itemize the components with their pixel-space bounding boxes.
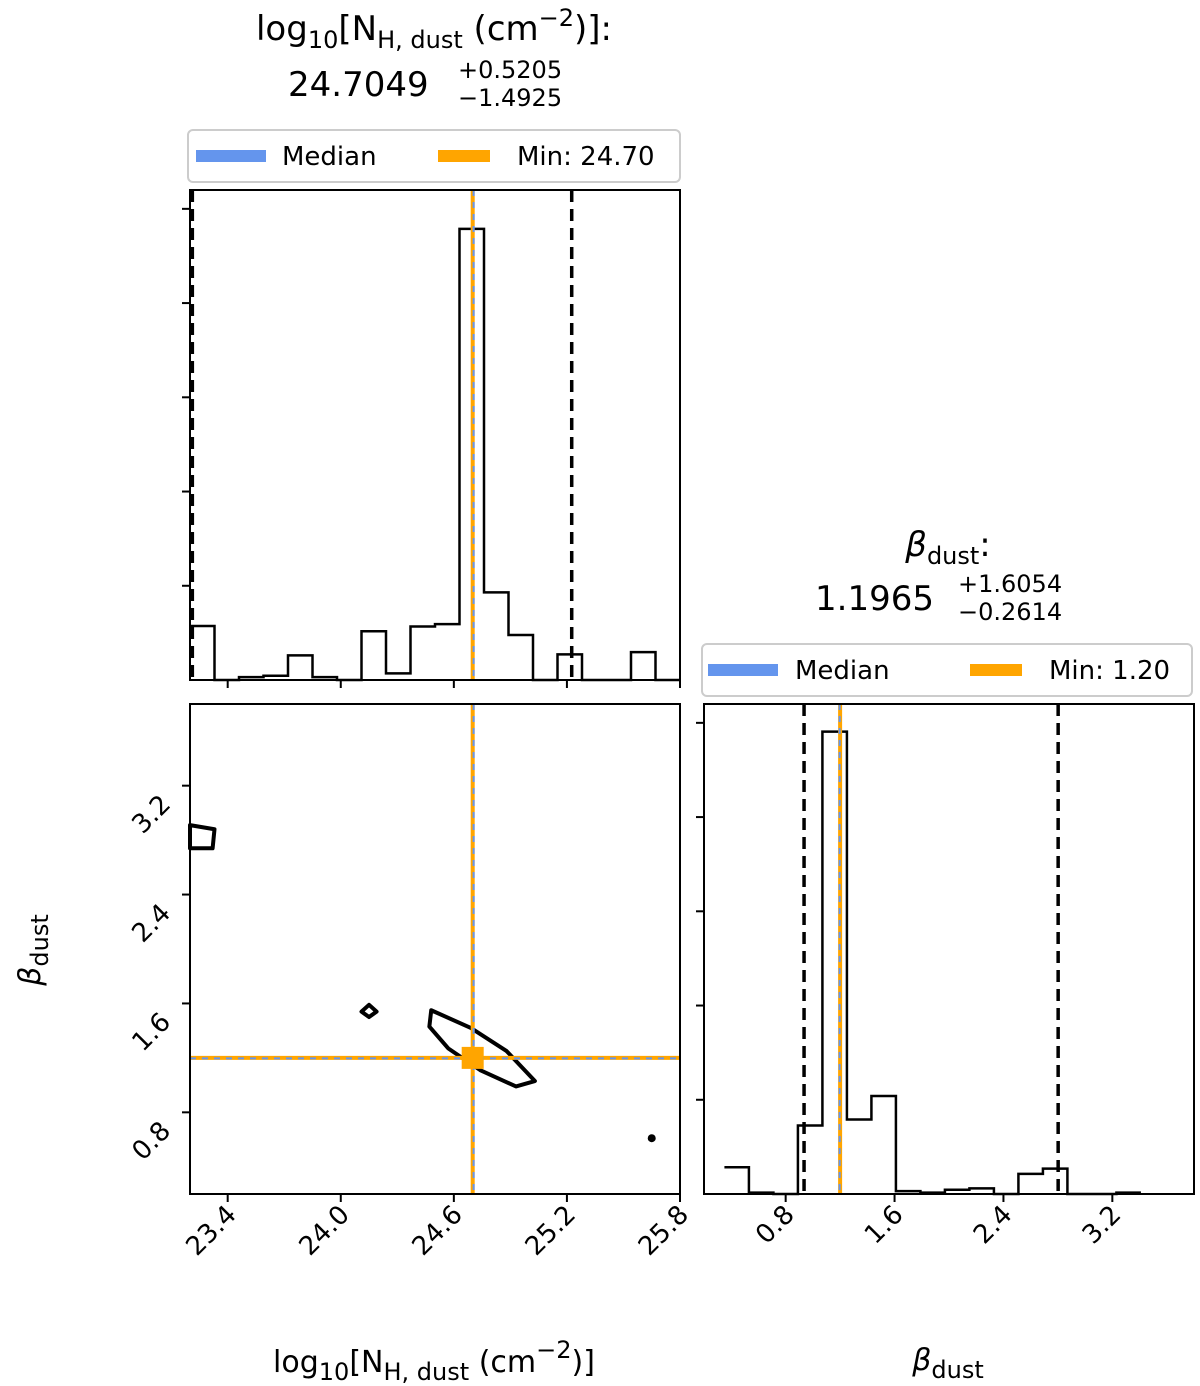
beta-left-axis-sub: dust — [26, 914, 54, 966]
joint-y-tick-label-2: 2.4 — [126, 898, 176, 948]
nh-legend-frame — [187, 129, 681, 183]
beta-title-value: 1.1965 — [815, 579, 934, 619]
nh-title-unit: (cm — [463, 9, 539, 49]
joint-x-tick-label-0: 23.4 — [180, 1200, 242, 1262]
nh-title: log10[NH, dust (cm−2)]: 24.7049 +0.5205 … — [256, 4, 612, 112]
nh-axis-label: log10[NH, dust (cm−2)] — [273, 1336, 595, 1386]
nh-axis-label-unit: (cm — [469, 1345, 536, 1380]
joint-x-tick-label-3: 25.2 — [520, 1200, 582, 1262]
nh-hist-bar-13 — [509, 635, 534, 680]
beta-x-tick-label-3: 3.2 — [1077, 1200, 1127, 1250]
nh-axis-label-sup: −2 — [536, 1336, 571, 1364]
svg-text:βdust: βdust — [911, 1343, 984, 1384]
nh-title-sup: −2 — [539, 4, 574, 32]
nh-hist-bar-7 — [362, 631, 387, 680]
contour-dot — [647, 1134, 656, 1143]
beta-hist-bar-13 — [1043, 1169, 1068, 1194]
beta-bottom-axis-sub: dust — [931, 1356, 983, 1384]
nh-title-sub10: 10 — [308, 26, 339, 54]
nh-axis-label-end: )] — [572, 1345, 595, 1380]
nh-legend-min-label: Min: 24.70 — [517, 142, 655, 172]
beta-hist-bar-12 — [1018, 1174, 1043, 1194]
beta-left-axis-label: βdust — [13, 914, 54, 987]
nh-title-bracket: [N — [338, 9, 377, 49]
nh-axis-label-log: log — [273, 1345, 319, 1380]
nh-legend-median-label: Median — [282, 142, 377, 172]
main-contour — [427, 1008, 537, 1089]
beta-hist-frame — [703, 703, 1195, 1195]
nh-title-minus: −1.4925 — [458, 84, 562, 112]
nh-title-end: )]: — [574, 9, 612, 49]
joint-y-tick-label-3: 3.2 — [126, 789, 176, 839]
nh-axis-label-sub10: 10 — [319, 1358, 350, 1386]
joint-frame — [189, 703, 681, 1195]
joint-bestfit-marker — [461, 1046, 484, 1069]
nh-title-value: 24.7049 — [288, 65, 429, 105]
nh-hist-steps — [190, 227, 680, 682]
beta-hist-steps — [724, 730, 1141, 1196]
beta-hist-bar-0 — [724, 1167, 749, 1194]
beta-title-symbol: β — [904, 525, 927, 565]
nh-histogram-panel — [182, 189, 681, 688]
beta-legend-median-label: Median — [795, 656, 890, 686]
beta-hist-bar-6 — [871, 1096, 896, 1194]
beta-title-plus: +1.6054 — [958, 570, 1062, 598]
beta-bottom-axis-symbol: β — [911, 1343, 931, 1378]
nh-hist-bar-10 — [435, 624, 460, 680]
nh-axis-label-bracket: [N — [349, 1345, 383, 1380]
nh-axis-label-sub: H, dust — [383, 1358, 469, 1386]
nh-title-log: log — [256, 9, 308, 49]
joint-contour-panel: 23.4 24.0 24.6 25.2 25.8 0.8 1.6 2.4 3.2 — [126, 703, 695, 1262]
svg-text:βdust: βdust — [13, 914, 54, 987]
beta-bottom-axis-label: βdust — [911, 1343, 984, 1384]
beta-title: βdust: 1.1965 +1.6054 −0.2614 — [815, 525, 1062, 626]
svg-text:log10[NH, dust (cm−2)]:: log10[NH, dust (cm−2)]: — [256, 4, 612, 54]
nh-legend: Median Min: 24.70 — [187, 129, 681, 183]
joint-x-tick-label-2: 24.6 — [407, 1200, 469, 1262]
nh-hist-bar-4 — [288, 655, 313, 680]
nh-hist-bar-12 — [484, 592, 509, 680]
beta-x-tick-label-0: 0.8 — [750, 1200, 800, 1250]
diamond-contour — [359, 1002, 379, 1020]
joint-x-tick-label-1: 24.0 — [294, 1200, 356, 1262]
joint-y-tick-label-0: 0.8 — [126, 1116, 176, 1166]
beta-x-tick-label-1: 1.6 — [859, 1200, 909, 1250]
beta-hist-bar-5 — [847, 1119, 872, 1194]
beta-title-end: : — [979, 525, 990, 565]
nh-title-sub: H, dust — [377, 26, 463, 54]
beta-title-minus: −0.2614 — [958, 598, 1062, 626]
nh-hist-bar-9 — [411, 627, 436, 680]
nh-title-plus: +0.5205 — [458, 56, 562, 84]
svg-text:βdust:: βdust: — [904, 525, 991, 570]
beta-legend-min-label: Min: 1.20 — [1049, 656, 1170, 686]
joint-y-tick-label-1: 1.6 — [126, 1007, 176, 1057]
beta-title-sub: dust — [927, 542, 979, 570]
svg-text:log10[NH, dust (cm−2)]: log10[NH, dust (cm−2)] — [273, 1336, 595, 1386]
beta-hist-bar-4 — [822, 732, 847, 1194]
beta-left-axis-symbol: β — [13, 967, 48, 987]
joint-x-tick-label-4: 25.8 — [633, 1200, 695, 1262]
beta-histogram-panel: 0.8 1.6 2.4 3.2 — [696, 703, 1195, 1250]
beta-x-tick-label-2: 2.4 — [968, 1200, 1018, 1250]
nh-hist-bar-18 — [631, 652, 656, 680]
beta-legend-frame — [701, 643, 1193, 697]
nh-hist-bar-15 — [558, 654, 583, 680]
beta-legend: Median Min: 1.20 — [701, 643, 1193, 697]
nh-hist-frame — [189, 189, 681, 681]
edge-contour — [188, 823, 217, 851]
beta-hist-bar-3 — [798, 1126, 823, 1194]
